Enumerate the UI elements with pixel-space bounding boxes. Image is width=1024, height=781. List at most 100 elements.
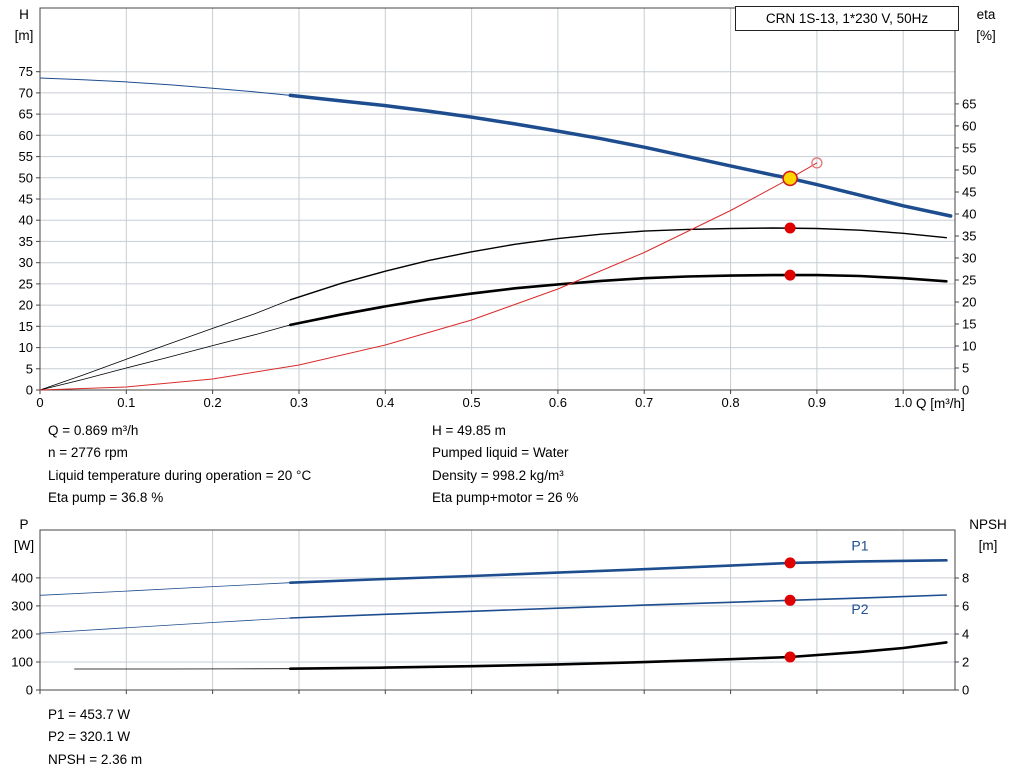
npsh-point <box>784 651 796 663</box>
annotation-p1: P1 = 453.7 W <box>48 707 131 722</box>
tick-label: 300 <box>11 598 33 613</box>
npsh-axis-title-line1: NPSH <box>969 517 1007 532</box>
annotation-eta-pump-motor: Eta pump+motor = 26 % <box>432 490 579 506</box>
p1-curve <box>288 558 948 584</box>
tick-label: 20 <box>19 298 33 313</box>
annotation-head: H = 49.85 m <box>432 423 506 438</box>
npsh-curve <box>288 641 948 670</box>
annotation-q: Q = 0.869 m³/h <box>48 423 139 438</box>
tick-label: 10 <box>962 339 976 354</box>
tick-label: 0.8 <box>722 395 740 410</box>
tick-label: 50 <box>19 170 33 185</box>
tick-label: 5 <box>26 361 33 376</box>
tick-label: 0.4 <box>376 395 394 410</box>
annotation-pumped-liquid: Pumped liquid = Water <box>432 445 569 461</box>
eta-axis-title: eta [%] <box>962 4 1010 46</box>
tick-label: 5 <box>962 361 969 376</box>
tick-label: 25 <box>19 276 33 291</box>
tick-label: 35 <box>962 229 976 244</box>
annotation-speed: n = 2776 rpm <box>48 445 128 461</box>
tick-label: 0 <box>36 395 43 410</box>
eta-axis-title-line2: [%] <box>976 28 996 43</box>
tick-label: 0 <box>26 683 33 698</box>
tick-label: 0.6 <box>549 395 567 410</box>
annotation-eta-pump: Eta pump = 36.8 % <box>48 490 164 506</box>
tick-label: 20 <box>962 295 976 310</box>
plot-border <box>39 529 956 691</box>
tick-label: 75 <box>19 64 33 79</box>
pump-curve <box>288 93 953 218</box>
annotation-npsh: NPSH = 2.36 m <box>48 751 143 767</box>
npsh-axis-title: NPSH [m] <box>958 514 1018 556</box>
pump-curve-lead <box>39 77 291 96</box>
eta-pump-motor-curve <box>288 273 948 327</box>
duty-annotations-left: Q = 0.869 m³/h n = 2776 rpm Liquid tempe… <box>48 420 311 510</box>
tick-label: 25 <box>962 273 976 288</box>
annotation-liquid-temp: Liquid temperature during operation = 20… <box>48 467 312 483</box>
tick-label: 0.1 <box>117 395 135 410</box>
duty-annotations-right: H = 49.85 m Pumped liquid = Water Densit… <box>432 420 578 510</box>
tick-label: 65 <box>962 96 976 111</box>
annotation-density: Density = 998.2 kg/m³ <box>432 467 564 483</box>
series-label-p1: P1 <box>851 538 868 554</box>
tick-label: 50 <box>962 163 976 178</box>
p2-curve <box>289 594 948 619</box>
duty-point <box>782 170 798 187</box>
series-label-p2: P2 <box>851 601 868 617</box>
tick-label: 40 <box>19 213 33 228</box>
eta-pump-lead <box>39 299 291 391</box>
tick-label: 0.5 <box>463 395 481 410</box>
eta-axis-title-line1: eta <box>976 7 996 22</box>
tick-label: 0.2 <box>204 395 222 410</box>
q-axis-title: Q [m³/h] <box>916 396 965 411</box>
tick-label: 0 <box>962 383 969 398</box>
p-axis-title: P [W] <box>4 514 44 556</box>
requested-duty-point <box>811 157 823 169</box>
tick-label: 400 <box>11 570 33 585</box>
p1-lead <box>39 582 291 596</box>
tick-label: 45 <box>19 192 33 207</box>
tick-label: 0 <box>26 383 33 398</box>
tick-label: 15 <box>962 317 976 332</box>
result-annotations: P1 = 453.7 W P2 = 320.1 W NPSH = 2.36 m <box>48 704 142 771</box>
eta-pump-motor-lead <box>39 324 291 391</box>
tick-label: 40 <box>962 207 976 222</box>
tick-label: 0.9 <box>808 395 826 410</box>
tick-label: 6 <box>962 599 969 614</box>
p-axis-title-line1: P <box>19 517 29 532</box>
chart-title-box: CRN 1S-13, 1*230 V, 50Hz <box>735 6 959 31</box>
eta-pump-curve <box>289 227 948 301</box>
tick-label: 8 <box>962 571 969 586</box>
tick-label: 70 <box>19 85 33 100</box>
h-axis-title: H [m] <box>4 4 44 46</box>
tick-label: 60 <box>19 128 33 143</box>
eta-pump-motor-point <box>784 269 796 281</box>
p2-point <box>784 594 796 606</box>
eta-pump-point <box>784 222 796 234</box>
npsh-axis-title-line2: [m] <box>978 538 998 553</box>
tick-label: 35 <box>19 234 33 249</box>
p1-point <box>784 557 796 569</box>
system-curve <box>39 162 818 391</box>
tick-label: 30 <box>19 255 33 270</box>
tick-label: 45 <box>962 185 976 200</box>
tick-label: 0 <box>962 683 969 698</box>
tick-label: 100 <box>11 655 33 670</box>
tick-label: 65 <box>19 107 33 122</box>
tick-label: 4 <box>962 627 969 642</box>
tick-label: 1.0 <box>894 395 912 410</box>
p2-lead <box>39 617 291 634</box>
tick-label: 15 <box>19 319 33 334</box>
p-axis-title-line2: [W] <box>13 538 35 553</box>
tick-label: 0.7 <box>635 395 653 410</box>
annotation-p2: P2 = 320.1 W <box>48 729 131 745</box>
tick-label: 55 <box>962 140 976 155</box>
tick-label: 60 <box>962 118 976 133</box>
tick-label: 55 <box>19 149 33 164</box>
h-axis-title-line1: H <box>19 7 29 22</box>
power-npsh-chart: 0 100 200 300 400 0 2 4 6 8 P1 P2 <box>11 529 969 698</box>
qh-eta-chart: 0 0.1 0.2 0.3 0.4 0.5 0.6 0.7 0.8 0.9 1.0 0 5 10 15 20 2… <box>19 7 976 410</box>
tick-label: 200 <box>11 627 33 642</box>
tick-label: 2 <box>962 655 969 670</box>
